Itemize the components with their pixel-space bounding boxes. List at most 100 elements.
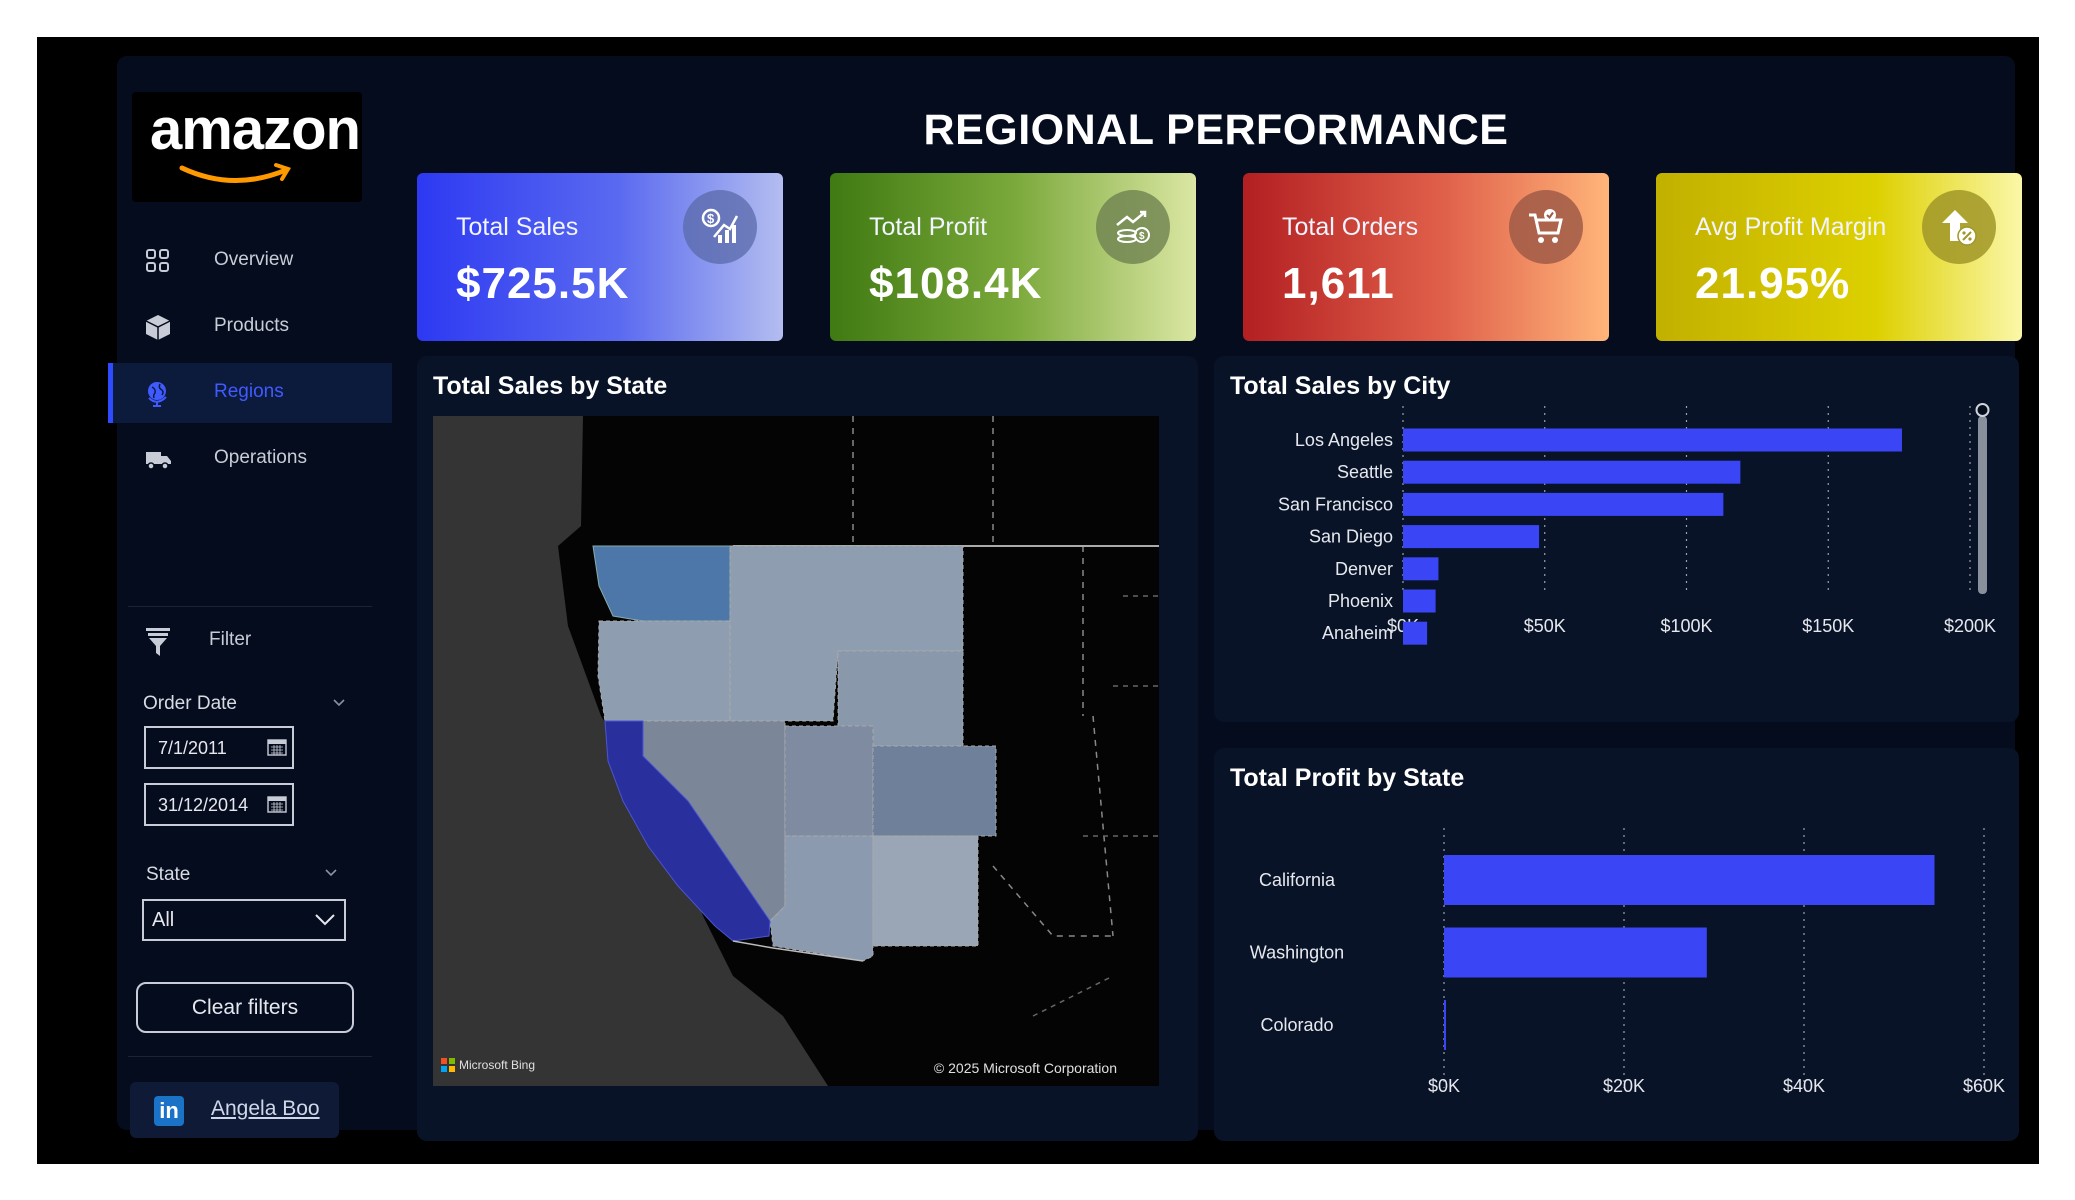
scrollbar[interactable] (1978, 416, 1987, 594)
sidebar-item-label: Regions (214, 381, 284, 402)
truck-icon (146, 452, 171, 470)
percent-up-icon (1922, 190, 1996, 264)
kpi-label: Total Orders (1282, 213, 1419, 241)
svg-text:$: $ (1139, 231, 1145, 242)
sidebar-item-regions[interactable]: Regions (108, 363, 392, 423)
sidebar-item-label: Operations (214, 447, 307, 468)
sidebar-item-overview[interactable]: Overview (108, 231, 392, 291)
state-label: State (146, 864, 191, 885)
x-tick-label: $60K (1963, 1076, 2005, 1096)
category-label: San Francisco (1278, 494, 1393, 514)
linkedin-icon: in (154, 1096, 184, 1126)
amazon-logo: amazon (132, 92, 362, 202)
kpi-value: $108.4K (869, 259, 1043, 308)
microsoft-logo-icon (441, 1058, 455, 1072)
x-tick-label: $50K (1524, 616, 1566, 636)
bar[interactable] (1403, 525, 1540, 549)
category-label: California (1259, 870, 1336, 890)
grid-icon (146, 249, 169, 272)
category-label: San Diego (1309, 527, 1393, 547)
panel-title: Total Sales by State (433, 372, 668, 400)
box-icon (145, 315, 171, 340)
x-tick-label: $0K (1428, 1076, 1460, 1096)
calendar-icon[interactable] (267, 795, 287, 813)
category-label: Phoenix (1328, 591, 1393, 611)
profit-by-state-panel: Total Profit by State $0K $20K $40K $60K Cal… (1214, 748, 2019, 1141)
end-date-value: 31/12/2014 (158, 795, 249, 815)
state-dropdown[interactable]: All (142, 899, 346, 941)
chevron-down-icon (315, 914, 335, 926)
chevron-down-icon[interactable] (324, 866, 338, 880)
x-tick-label: $20K (1603, 1076, 1645, 1096)
bar[interactable] (1444, 1000, 1446, 1050)
page-title: REGIONAL PERFORMANCE (923, 106, 1509, 154)
kpi-value: $725.5K (456, 259, 630, 308)
bar[interactable] (1403, 621, 1428, 645)
sales-by-city-panel: Total Sales by City $0K$50K$100K$150K$20… (1214, 356, 2019, 722)
bing-attribution: Microsoft Bing (441, 1058, 535, 1072)
panel-title: Total Sales by City (1230, 372, 1451, 400)
sidebar-divider (128, 1056, 372, 1057)
logo-text: amazon (150, 97, 361, 162)
money-growth-icon: $ (1096, 190, 1170, 264)
sales-chart-icon: $ (683, 190, 757, 264)
kpi-value: 21.95% (1695, 259, 1851, 308)
profile-name[interactable]: Angela Boo (211, 1097, 320, 1120)
bar[interactable] (1403, 589, 1436, 613)
amazon-smile-icon (179, 163, 291, 183)
dashboard-canvas: REGIONAL PERFORMANCE Total Sales $725.5K… (117, 56, 2022, 1141)
sidebar-item-label: Products (214, 315, 289, 336)
bar[interactable] (1403, 557, 1439, 581)
map-state-washington[interactable] (592, 545, 731, 622)
kpi-avg-profit-margin: Avg Profit Margin 21.95% (1656, 173, 2022, 341)
svg-text:$: $ (707, 211, 715, 226)
bar[interactable] (1444, 855, 1935, 905)
bing-label: Microsoft Bing (459, 1058, 536, 1072)
bar[interactable] (1403, 428, 1902, 452)
calendar-icon[interactable] (267, 738, 287, 756)
bar[interactable] (1403, 492, 1724, 516)
sidebar-item-operations[interactable]: Operations (108, 429, 392, 489)
sales-by-state-panel: Total Sales by State (417, 356, 1198, 1141)
kpi-total-sales: Total Sales $725.5K $ (417, 173, 783, 341)
bar[interactable] (1403, 460, 1741, 484)
sidebar-item-label: Overview (214, 249, 294, 270)
cart-icon (1509, 190, 1583, 264)
kpi-value: 1,611 (1282, 259, 1395, 308)
scroll-handle[interactable] (1975, 403, 1990, 417)
filter-icon (146, 628, 170, 656)
dashboard-frame: REGIONAL PERFORMANCE Total Sales $725.5K… (37, 37, 2039, 1164)
kpi-total-orders: Total Orders 1,611 (1243, 173, 1609, 341)
category-label: Anaheim (1322, 623, 1393, 643)
kpi-label: Avg Profit Margin (1695, 213, 1887, 241)
start-date-value: 7/1/2011 (158, 738, 227, 758)
sidebar-item-products[interactable]: Products (108, 297, 392, 357)
chevron-down-icon[interactable] (332, 696, 346, 710)
x-tick-label: $100K (1660, 616, 1712, 636)
order-date-label: Order Date (143, 693, 237, 714)
x-tick-label: $40K (1783, 1076, 1825, 1096)
category-label: Los Angeles (1295, 430, 1393, 450)
sidebar: amazon Overview Products Regions Operati… (74, 56, 424, 1138)
x-tick-label: $150K (1802, 616, 1854, 636)
kpi-total-profit: Total Profit $108.4K $ (830, 173, 1196, 341)
bar[interactable] (1444, 927, 1707, 978)
state-dropdown-value: All (152, 909, 175, 931)
clear-filters-button[interactable]: Clear filters (136, 982, 354, 1033)
kpi-label: Total Profit (869, 213, 988, 241)
category-label: Colorado (1260, 1015, 1333, 1035)
category-label: Denver (1335, 559, 1393, 579)
start-date-input[interactable]: 7/1/2011 (144, 726, 294, 769)
map-copyright: © 2025 Microsoft Corporation (933, 1060, 1117, 1076)
panel-title: Total Profit by State (1230, 764, 1465, 792)
sidebar-divider (128, 606, 372, 607)
globe-icon (148, 382, 167, 407)
category-label: Washington (1250, 943, 1344, 963)
x-tick-label: $200K (1944, 616, 1996, 636)
linkedin-profile-link[interactable]: in Angela Boo (130, 1082, 339, 1138)
end-date-input[interactable]: 31/12/2014 (144, 783, 294, 826)
sales-by-state-map[interactable]: Microsoft Bing © 2025 Microsoft Corporat… (433, 416, 1159, 1086)
kpi-label: Total Sales (456, 213, 579, 241)
profit-by-state-chart: $0K $20K $40K $60K California Washington Color… (1250, 828, 2005, 1096)
